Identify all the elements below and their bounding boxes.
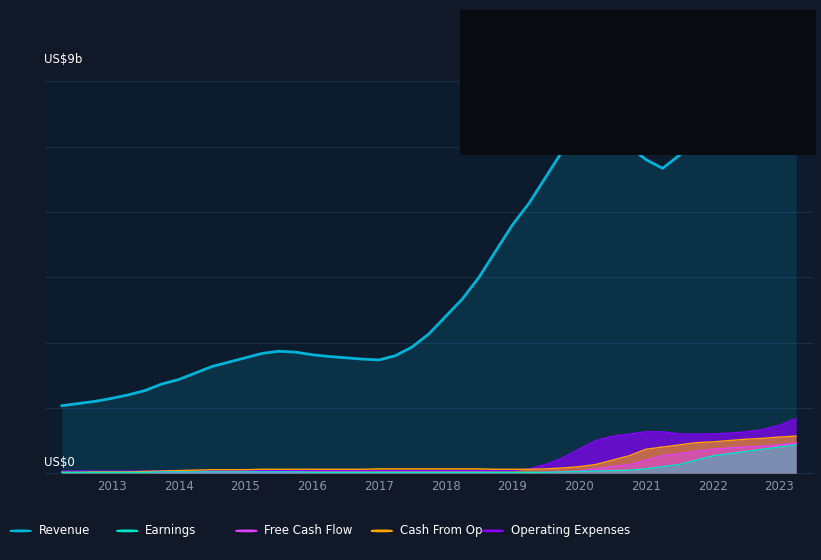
Text: Free Cash Flow: Free Cash Flow [264, 524, 353, 538]
Text: Free Cash Flow: Free Cash Flow [470, 95, 554, 105]
Text: Operating Expenses: Operating Expenses [470, 134, 583, 144]
Text: /yr: /yr [760, 114, 778, 124]
Text: US$691.000m: US$691.000m [622, 95, 709, 105]
Text: /yr: /yr [760, 134, 778, 144]
Text: US$852.000m: US$852.000m [622, 114, 709, 124]
Text: US$653.000m: US$653.000m [622, 63, 709, 73]
Text: US$8.629b: US$8.629b [622, 43, 690, 53]
Circle shape [236, 530, 257, 531]
Text: profit margin: profit margin [663, 77, 740, 87]
Text: /yr: /yr [760, 95, 778, 105]
Text: Mar 31 2023: Mar 31 2023 [470, 20, 558, 33]
Text: Cash From Op: Cash From Op [400, 524, 482, 538]
Text: Cash From Op: Cash From Op [470, 114, 548, 124]
Text: /yr: /yr [760, 63, 778, 73]
Text: Operating Expenses: Operating Expenses [511, 524, 630, 538]
Text: Revenue: Revenue [470, 43, 519, 53]
Text: 7.6%: 7.6% [622, 77, 654, 87]
Circle shape [482, 530, 503, 531]
Text: Revenue: Revenue [39, 524, 90, 538]
Circle shape [371, 530, 392, 531]
Text: US$1.251b: US$1.251b [622, 134, 690, 144]
Text: /yr: /yr [760, 43, 778, 53]
Text: US$9b: US$9b [44, 53, 82, 66]
Circle shape [117, 530, 138, 531]
Text: Earnings: Earnings [145, 524, 197, 538]
Circle shape [10, 530, 31, 531]
Text: Earnings: Earnings [470, 63, 519, 73]
Text: US$0: US$0 [44, 456, 75, 469]
